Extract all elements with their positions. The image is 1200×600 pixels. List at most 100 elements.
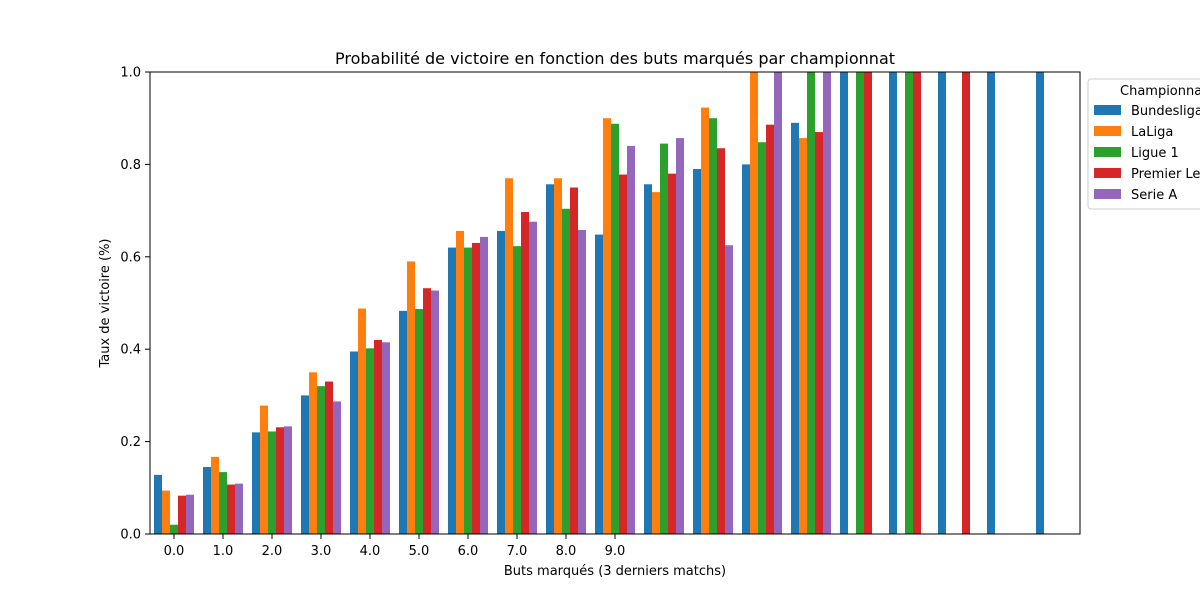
bar-laliga-10 [652,192,660,534]
bar-bundesliga-15 [889,72,897,534]
bar-premier-league-11 [717,148,725,535]
y-tick-label: 0.4 [120,343,141,358]
legend-label: Ligue 1 [1131,146,1179,161]
legend-title: Championnat [1120,84,1200,99]
bar-bundesliga-12 [742,164,750,534]
bar-ligue-1-4 [366,348,374,534]
bar-bundesliga-5 [399,310,407,534]
bar-serie-a-0 [186,494,194,534]
x-tick-label: 4.0 [360,544,381,559]
bar-serie-a-1 [235,483,243,534]
bar-premier-league-16 [962,72,970,534]
bar-bundesliga-4 [350,351,358,534]
x-tick-label: 6.0 [458,544,479,559]
bar-bundesliga-10 [644,184,652,534]
bar-premier-league-12 [766,124,774,535]
bar-laliga-6 [456,230,464,534]
bar-premier-league-5 [423,288,431,534]
bar-bundesliga-2 [252,432,260,534]
bar-ligue-1-13 [807,72,815,534]
bar-bundesliga-8 [546,184,554,534]
bar-premier-league-14 [864,72,872,534]
legend-label: Serie A [1131,188,1177,203]
bar-serie-a-11 [725,245,733,534]
bar-laliga-7 [505,178,513,534]
legend-swatch [1094,126,1121,136]
bar-premier-league-0 [178,495,186,534]
bar-ligue-1-0 [170,524,178,534]
bar-premier-league-1 [227,484,235,534]
x-axis: 0.0 1.0 2.0 3.0 4.0 5.0 6.0 7.0 8.0 9.0 [164,534,626,559]
bar-bundesliga-16 [938,72,946,534]
bar-ligue-1-1 [219,472,227,534]
bar-premier-league-15 [913,72,921,534]
x-tick-label: 0.0 [164,544,185,559]
y-tick-label: 0.2 [120,435,141,450]
bar-bundesliga-3 [301,395,309,534]
bar-laliga-11 [701,107,709,534]
bar-premier-league-10 [668,173,676,534]
x-tick-label: 7.0 [507,544,528,559]
legend: Championnat Bundesliga LaLiga Ligue 1 Premi… [1087,78,1200,210]
bar-serie-a-4 [382,342,390,534]
legend-swatch [1094,168,1121,178]
legend-items: Bundesliga LaLiga Ligue 1 Premier League Ser… [1094,104,1200,203]
x-tick-label: 9.0 [605,544,626,559]
bar-bundesliga-13 [791,122,799,534]
legend-label: LaLiga [1131,125,1173,140]
bar-ligue-1-5 [415,309,423,534]
bar-ligue-1-8 [562,208,570,534]
bar-serie-a-9 [627,145,635,535]
bar-ligue-1-15 [905,72,913,534]
bar-laliga-5 [407,261,415,534]
x-tick-label: 8.0 [556,544,577,559]
legend-swatch [1094,147,1121,157]
bar-ligue-1-2 [268,431,276,534]
bar-laliga-1 [211,456,219,534]
bar-premier-league-8 [570,187,578,534]
bar-serie-a-10 [676,138,684,534]
bar-laliga-12 [750,72,758,534]
bar-premier-league-9 [619,174,627,534]
bar-premier-league-6 [472,242,480,534]
y-axis-label: Taux de victoire (%) [98,238,113,368]
bar-serie-a-2 [284,426,292,534]
y-tick-label: 0.8 [120,158,141,173]
bar-ligue-1-10 [660,143,668,535]
x-tick-label: 5.0 [409,544,430,559]
x-tick-label: 2.0 [262,544,283,559]
bar-bundesliga-1 [203,467,211,534]
bar-laliga-2 [260,405,268,534]
chart-title: Probabilité de victoire en fonction des … [335,49,895,68]
x-tick-label: 3.0 [311,544,332,559]
bar-serie-a-12 [774,72,782,534]
legend-label: Bundesliga [1131,104,1200,119]
bar-serie-a-7 [529,221,537,534]
legend-swatch [1094,105,1121,115]
bar-laliga-8 [554,178,562,534]
bar-serie-a-13 [823,72,831,534]
legend-label: Premier League [1131,167,1200,182]
bar-ligue-1-7 [513,246,521,535]
bar-ligue-1-11 [709,118,717,534]
bar-ligue-1-9 [611,123,619,535]
bar-serie-a-8 [578,230,586,534]
legend-swatch [1094,189,1121,199]
x-tick-label: 1.0 [213,544,234,559]
bar-premier-league-2 [276,427,284,534]
bar-bundesliga-9 [595,234,603,534]
bar-bundesliga-18 [1036,72,1044,534]
bar-serie-a-3 [333,401,341,534]
bar-bundesliga-11 [693,169,701,534]
bar-bundesliga-7 [497,230,505,534]
bar-laliga-4 [358,308,366,534]
bar-premier-league-13 [815,132,823,534]
y-tick-label: 0.6 [120,250,141,265]
bar-bundesliga-6 [448,247,456,534]
bar-premier-league-7 [521,211,529,535]
bar-premier-league-4 [374,339,382,534]
bar-ligue-1-3 [317,386,325,534]
y-tick-label: 0.0 [120,528,141,543]
bar-ligue-1-14 [856,72,864,534]
